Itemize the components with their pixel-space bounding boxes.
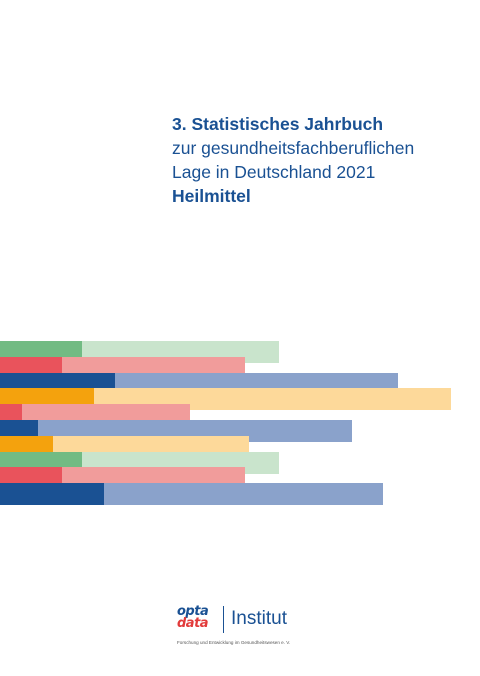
logo-name: Institut (231, 608, 287, 629)
logo-divider (223, 606, 224, 633)
title-line-scope: Lage in Deutschland 2021 (172, 162, 376, 182)
opta-data-logo-mark: opta data (177, 604, 219, 638)
decor-bar-dark-10 (0, 483, 104, 505)
logo-tagline: Forschung und Entwicklung im Gesundheits… (177, 640, 291, 645)
opta-data-institut-logo: opta data Institut Forschung und Entwick… (177, 604, 337, 646)
logo-mark-data: data (177, 616, 209, 631)
title-line-subject: zur gesundheitsfachberuflichen (172, 138, 415, 158)
title-line-topic: Heilmittel (172, 186, 251, 206)
cover-title: 3. Statistisches Jahrbuch zur gesundheit… (172, 112, 472, 208)
logo-mark-opta: opta (177, 604, 209, 619)
title-line-edition: 3. Statistisches Jahrbuch (172, 114, 384, 134)
